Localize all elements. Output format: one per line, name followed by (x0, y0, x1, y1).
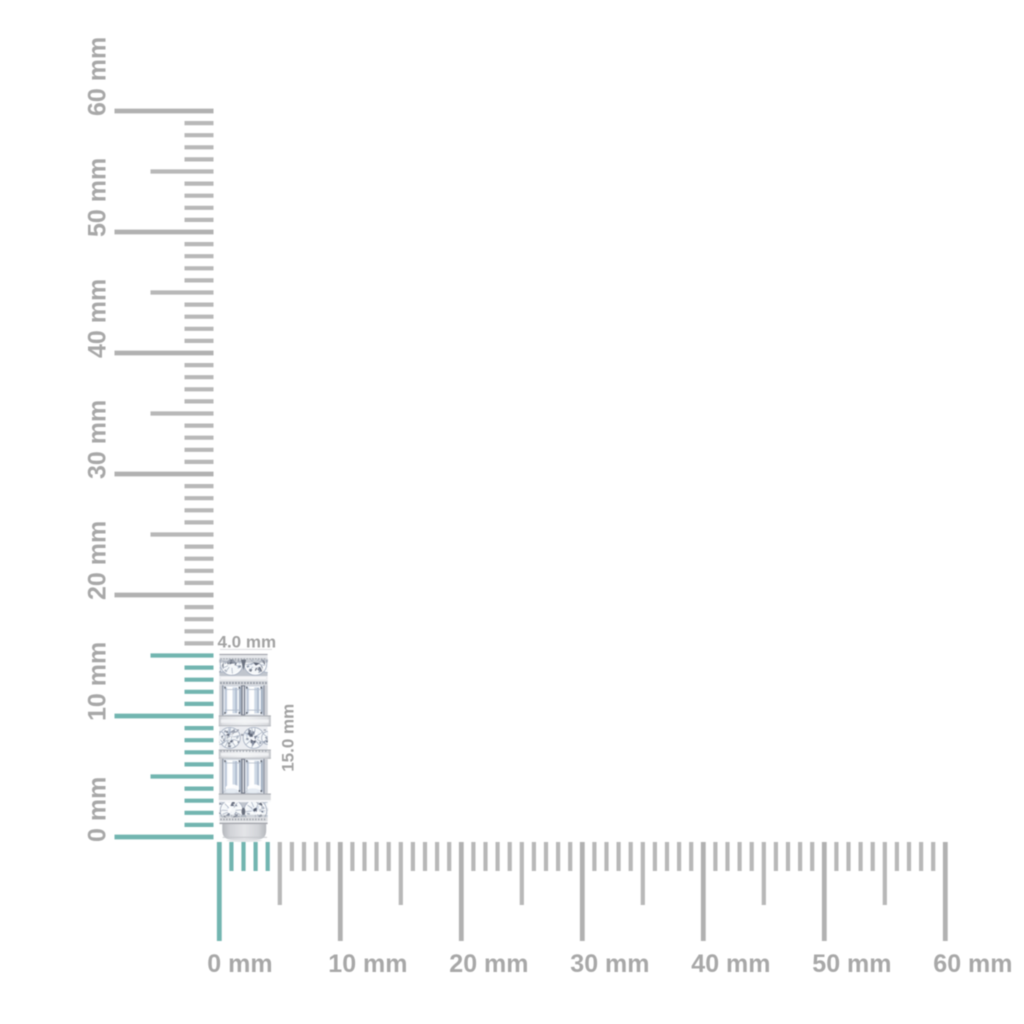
svg-text:30 mm: 30 mm (83, 400, 111, 479)
svg-text:0 mm: 0 mm (83, 777, 111, 842)
svg-text:10 mm: 10 mm (328, 950, 407, 978)
svg-text:20 mm: 20 mm (83, 521, 111, 600)
svg-text:50 mm: 50 mm (812, 950, 891, 978)
svg-text:10 mm: 10 mm (83, 642, 111, 721)
svg-text:60 mm: 60 mm (933, 950, 1012, 978)
svg-text:0 mm: 0 mm (207, 950, 272, 978)
svg-text:4.0 mm: 4.0 mm (218, 632, 277, 651)
svg-text:40 mm: 40 mm (691, 950, 770, 978)
svg-text:40 mm: 40 mm (83, 279, 111, 358)
svg-text:15.0 mm: 15.0 mm (278, 704, 297, 772)
svg-text:20 mm: 20 mm (449, 950, 528, 978)
svg-text:60 mm: 60 mm (83, 37, 111, 116)
svg-text:30 mm: 30 mm (570, 950, 649, 978)
svg-text:50 mm: 50 mm (83, 158, 111, 237)
